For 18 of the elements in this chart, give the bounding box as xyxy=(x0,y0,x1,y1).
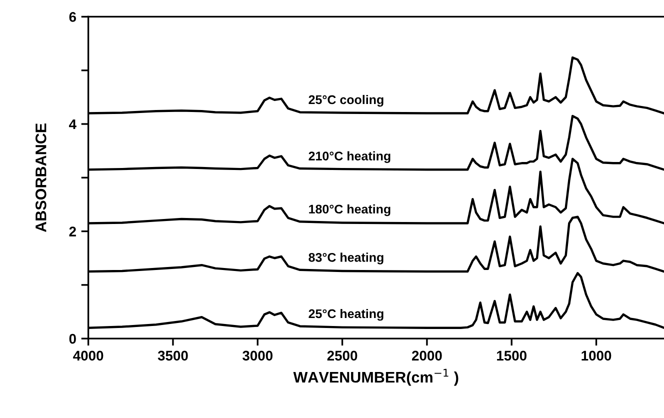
y-tick-label: 0 xyxy=(69,334,76,344)
series-label: 25°C heating xyxy=(308,308,384,321)
series-label: 180°C heating xyxy=(309,204,390,216)
x-tick-label: 4000 xyxy=(73,350,104,361)
y-tick-label: 6 xyxy=(69,12,76,22)
y-tick-label: 4 xyxy=(68,119,76,130)
series-label: 25°C cooling xyxy=(308,94,384,107)
series-label: 210°C heating xyxy=(308,151,390,163)
y-axis-title: ABSORBANCE xyxy=(36,124,46,232)
series-label: 83°C heating xyxy=(308,252,384,264)
x-axis-title: WAVENUMBER(cm$^{−1}$ ) xyxy=(293,368,458,386)
y-tick-label: 2 xyxy=(69,226,76,236)
x-tick-label: 3500 xyxy=(158,350,188,361)
x-tick-label: 1000 xyxy=(582,350,612,361)
x-tick-label: 2500 xyxy=(327,350,358,361)
x-tick-label: 3000 xyxy=(242,350,273,361)
x-tick-label: 2000 xyxy=(412,350,442,361)
x-tick-label: 1500 xyxy=(497,350,526,361)
